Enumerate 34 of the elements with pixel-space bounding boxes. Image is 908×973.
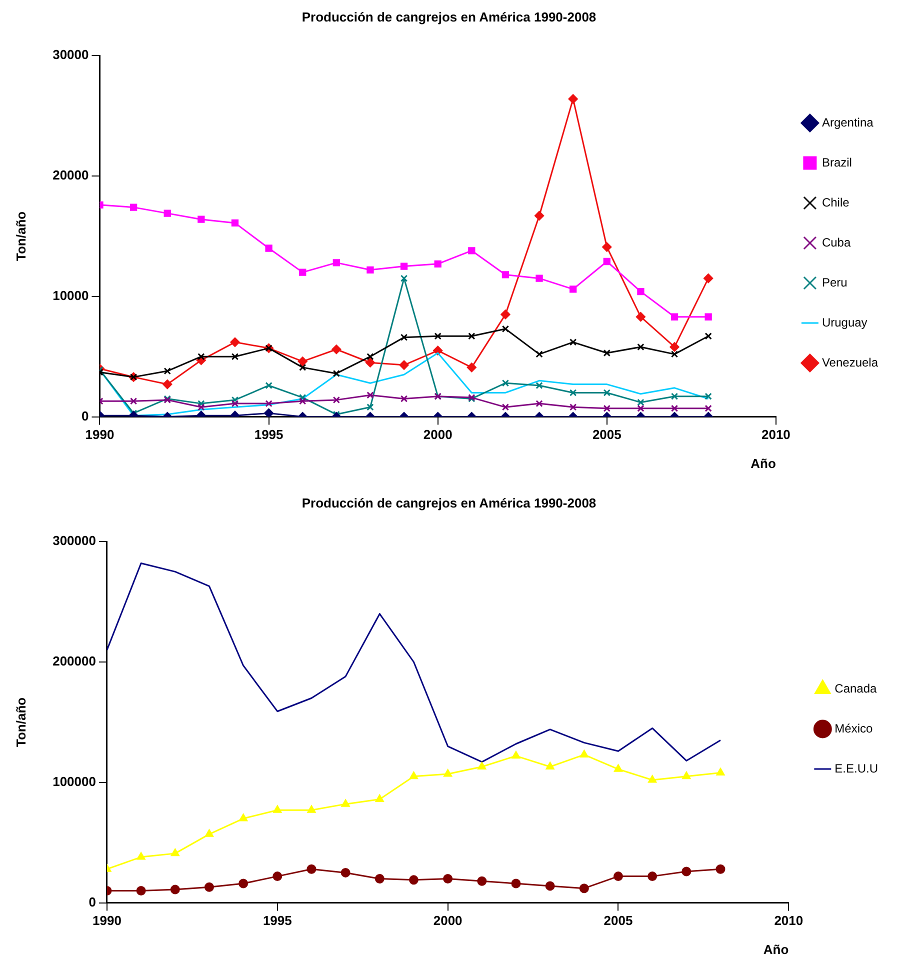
legend-label: Peru (822, 275, 848, 290)
chart-title: Producción de cangrejos en América 1990-2008 (302, 9, 596, 24)
legend-label: Uruguay (822, 315, 868, 330)
y-tick-label: 20000 (52, 168, 89, 183)
y-tick-label: 10000 (52, 288, 89, 303)
legend-label: Argentina (822, 115, 874, 130)
x-tick-label: 1990 (85, 427, 114, 442)
y-tick-label: 30000 (52, 47, 89, 62)
x-tick-label: 2005 (592, 427, 622, 442)
y-tick-label: 200000 (52, 654, 96, 669)
x-axis-title: Año (763, 942, 789, 957)
x-tick-label: 2010 (774, 913, 804, 928)
legend-label: México (834, 721, 873, 736)
legend-label: Canada (834, 681, 878, 696)
x-tick-label: 1995 (254, 427, 284, 442)
x-tick-label: 2005 (604, 913, 633, 928)
y-tick-label: 300000 (52, 533, 96, 548)
legend-label: Venezuela (822, 355, 878, 370)
x-tick-label: 1995 (262, 913, 292, 928)
x-tick-label: 2000 (423, 427, 452, 442)
legend-label: Brazil (822, 155, 852, 170)
y-axis-title: Ton/año (13, 211, 28, 261)
y-axis-title: Ton/año (13, 697, 28, 747)
x-tick-label: 2010 (761, 427, 790, 442)
legend-label: Cuba (822, 235, 851, 250)
x-tick-label: 2000 (433, 913, 462, 928)
y-tick-label: 0 (88, 894, 96, 910)
y-tick-label: 0 (82, 408, 89, 424)
legend-label: Chile (822, 195, 850, 210)
legend-label: E.E.U.U (834, 761, 878, 776)
y-tick-label: 100000 (52, 774, 96, 789)
x-tick-label: 1990 (92, 913, 122, 928)
chart-title: Producción de cangrejos en América 1990-2008 (302, 495, 596, 510)
x-axis-title: Año (750, 456, 776, 471)
